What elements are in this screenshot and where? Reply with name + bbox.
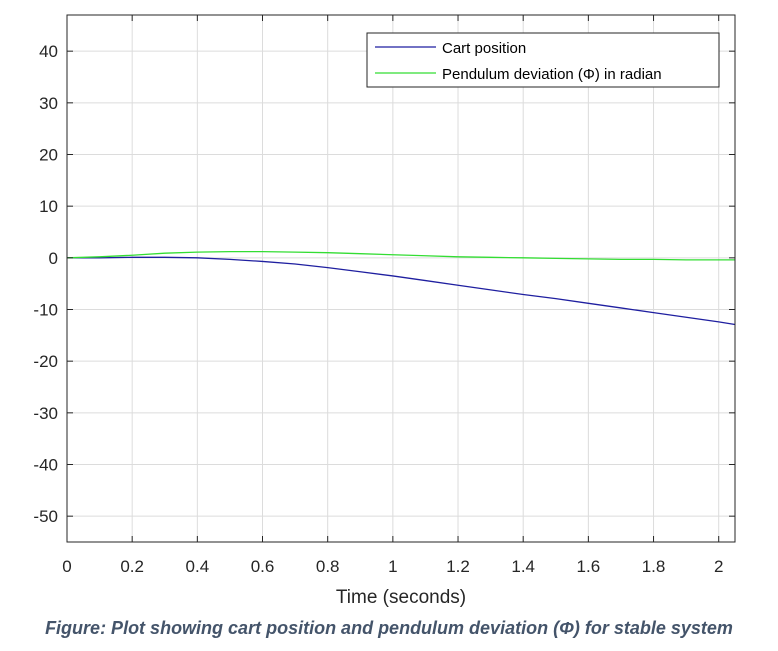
y-tick-label: 20 xyxy=(39,146,58,165)
x-tick-label: 0.8 xyxy=(316,557,340,576)
x-tick-label: 0.2 xyxy=(120,557,144,576)
x-tick-label: 2 xyxy=(714,557,723,576)
y-tick-label: -50 xyxy=(33,507,58,526)
legend-label-cart-position: Cart position xyxy=(442,40,526,57)
y-tick-label: 40 xyxy=(39,42,58,61)
plot-frame xyxy=(66,14,736,543)
x-tick-label: 1.8 xyxy=(642,557,666,576)
x-tick-label: 1.2 xyxy=(446,557,470,576)
x-tick-labels: 0 0.2 0.4 0.6 0.8 1 1.2 1.4 1.6 1.8 2 xyxy=(62,557,723,576)
plot-area xyxy=(67,15,735,542)
tick-marks xyxy=(66,15,735,542)
figure-caption: Figure: Plot showing cart position and p… xyxy=(45,618,733,638)
x-tick-label: 1.6 xyxy=(577,557,601,576)
series-line-pendulum-deviation xyxy=(66,250,735,261)
legend-box xyxy=(366,32,720,88)
line-chart: 0 0.2 0.4 0.6 0.8 1 1.2 1.4 1.6 1.8 2 40 30 20 10 0 -10… xyxy=(33,14,736,608)
legend-label-pendulum-deviation: Pendulum deviation (Φ) in radian xyxy=(442,66,662,83)
x-axis-label: Time (seconds) xyxy=(336,587,466,608)
series-line-cart-position xyxy=(67,256,736,326)
y-tick-label: -10 xyxy=(33,301,58,320)
y-tick-label: -20 xyxy=(33,352,58,371)
legend: Cart position Pendulum deviation (Φ) in … xyxy=(366,32,720,88)
x-tick-label: 1.4 xyxy=(511,557,535,576)
grid-lines xyxy=(66,15,735,542)
y-tick-label: 0 xyxy=(49,249,58,268)
series-layer xyxy=(66,250,736,326)
y-tick-labels: 40 30 20 10 0 -10 -20 -30 -40 -50 xyxy=(33,42,58,526)
x-tick-label: 0.6 xyxy=(251,557,275,576)
y-tick-label: -40 xyxy=(33,456,58,475)
x-tick-label: 0 xyxy=(62,557,71,576)
y-tick-label: -30 xyxy=(33,404,58,423)
y-tick-label: 30 xyxy=(39,94,58,113)
x-tick-label: 1 xyxy=(388,557,397,576)
y-tick-label: 10 xyxy=(39,197,58,216)
x-tick-label: 0.4 xyxy=(186,557,210,576)
